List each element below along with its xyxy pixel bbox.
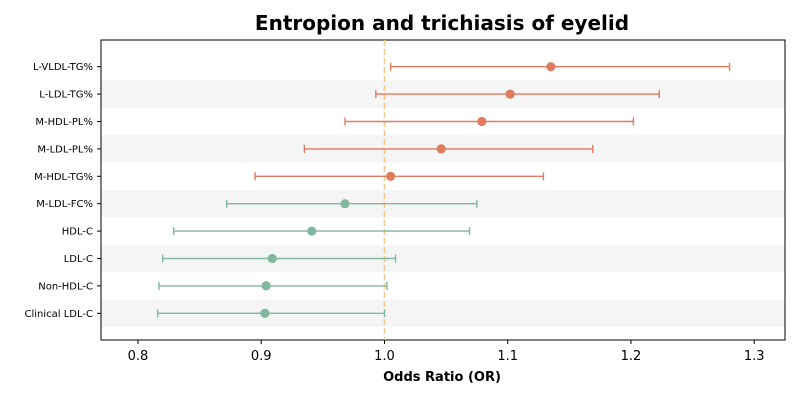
- or-point: [546, 62, 556, 72]
- y-tick-label: M-HDL-TG%: [34, 172, 93, 183]
- y-tick-label: HDL-C: [62, 227, 93, 238]
- x-tick-label: 1.2: [621, 349, 642, 364]
- or-point: [386, 171, 396, 181]
- x-tick-label: 1.3: [744, 349, 765, 364]
- or-point: [261, 281, 271, 291]
- or-point: [307, 226, 317, 236]
- plot-frame: [100, 39, 786, 341]
- y-tick-label: Non-HDL-C: [38, 281, 93, 292]
- or-point: [436, 144, 446, 154]
- x-tick-label: 1.1: [497, 349, 518, 364]
- chart-title: Entropion and trichiasis of eyelid: [255, 11, 629, 35]
- plot-area: 0.8 0.9 1.0 1.1 1.2 1.3 L-VLDL-TG% L-LDL-TG% M-H…: [25, 39, 786, 364]
- or-point: [505, 89, 515, 99]
- x-tick-label: 0.8: [128, 349, 149, 364]
- x-tick-label: 1.0: [374, 349, 395, 364]
- y-tick-label: L-LDL-TG%: [39, 90, 93, 101]
- x-axis-label: Odds Ratio (OR): [383, 370, 501, 385]
- or-point: [267, 253, 277, 264]
- y-tick-label: M-LDL-PL%: [37, 144, 93, 155]
- or-point: [260, 308, 270, 318]
- y-tick-label: L-VLDL-TG%: [33, 62, 93, 73]
- y-tick-label: Clinical LDL-C: [25, 309, 94, 320]
- or-point: [477, 116, 487, 127]
- y-tick-label: M-HDL-PL%: [35, 117, 93, 128]
- x-tick-label: 0.9: [251, 349, 272, 364]
- or-point: [340, 199, 350, 209]
- y-tick-label: LDL-C: [64, 254, 93, 265]
- y-tick-label: M-LDL-FC%: [36, 199, 93, 210]
